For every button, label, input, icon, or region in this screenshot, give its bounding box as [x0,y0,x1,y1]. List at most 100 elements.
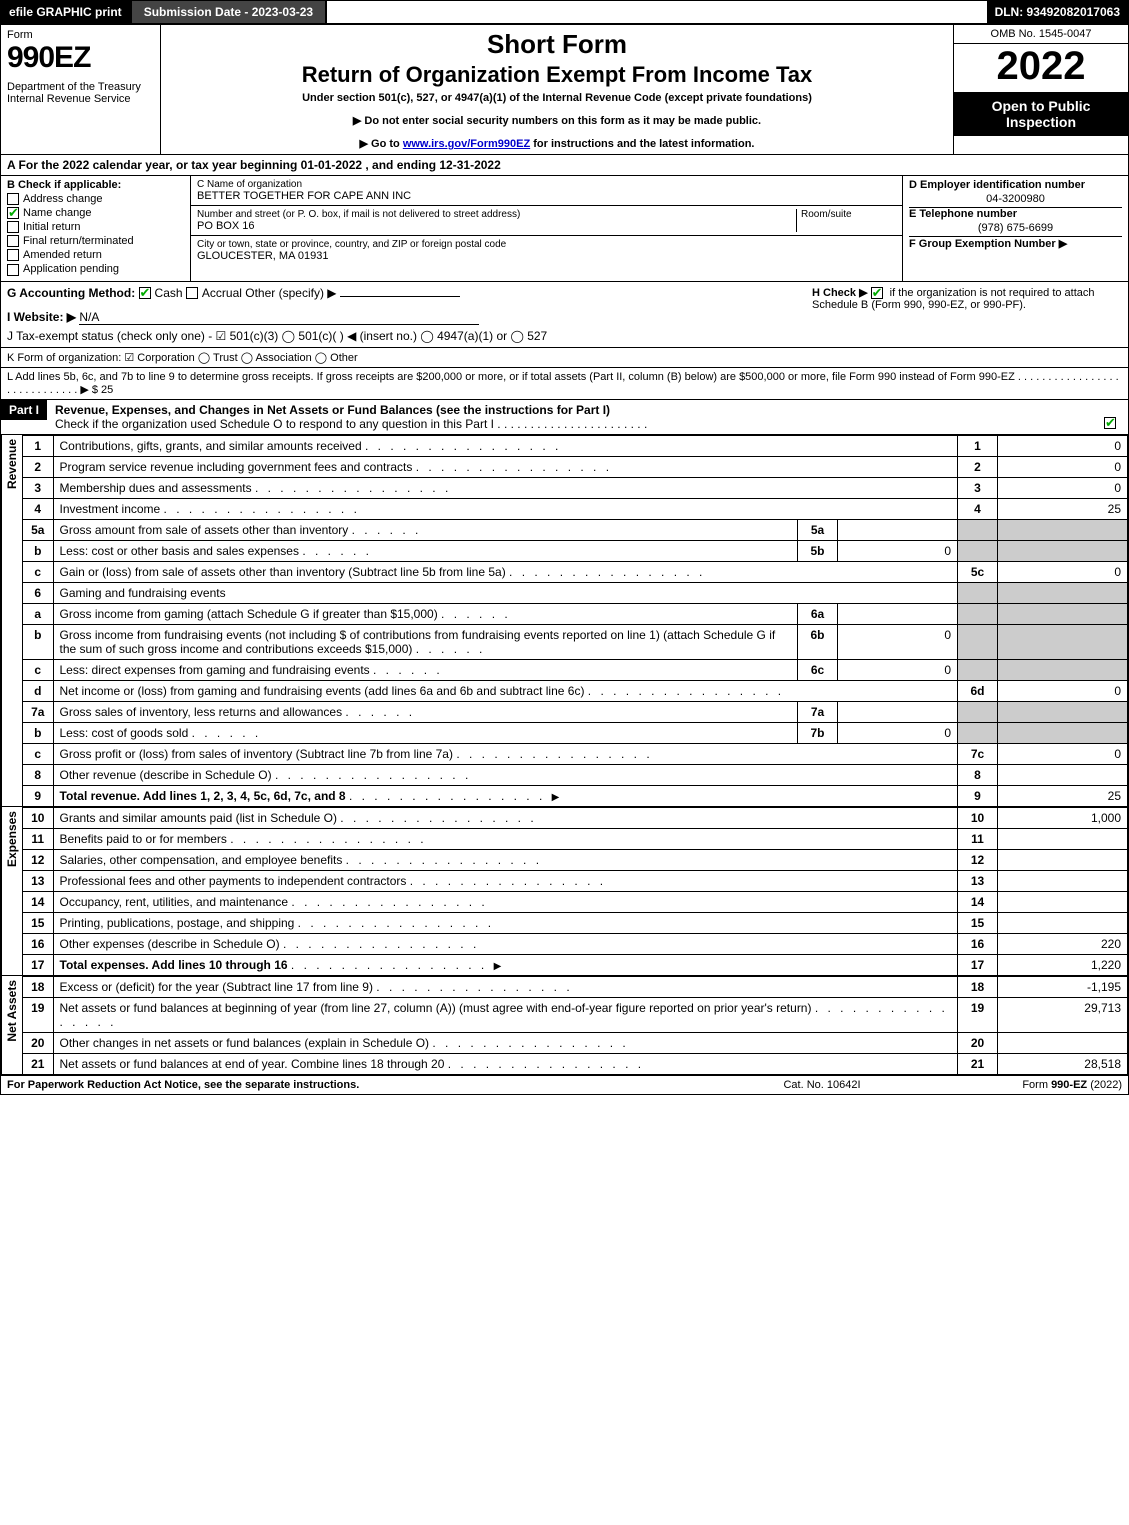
line-num: b [23,722,53,743]
part1-text: Revenue, Expenses, and Changes in Net As… [47,400,1128,434]
line-row: 8 Other revenue (describe in Schedule O)… [23,764,1128,785]
line-desc: Investment income . . . . . . . . . . . … [53,498,958,519]
line-desc: Gaming and fundraising events [53,582,958,603]
line-desc: Benefits paid to or for members . . . . … [53,828,958,849]
line-num: 18 [23,976,53,997]
val-gray [998,582,1128,603]
line-row: 16 Other expenses (describe in Schedule … [23,933,1128,954]
numcol-gray [958,540,998,561]
h-checkbox[interactable] [871,287,883,299]
line-num: 15 [23,912,53,933]
mini-num: 6a [798,603,838,624]
checkbox-option[interactable]: Application pending [7,263,184,275]
checkbox-option[interactable]: Initial return [7,221,184,233]
irs-link[interactable]: www.irs.gov/Form990EZ [403,138,530,150]
line-row: 13 Professional fees and other payments … [23,870,1128,891]
mini-num: 7b [798,722,838,743]
header: Form 990EZ Department of the Treasury In… [1,25,1128,155]
checkbox[interactable] [7,235,19,247]
line-desc: Occupancy, rent, utilities, and maintena… [53,891,958,912]
note2: ▶ Go to www.irs.gov/Form990EZ for instru… [169,137,945,150]
line-a: A For the 2022 calendar year, or tax yea… [1,155,1128,176]
other-input[interactable] [340,296,460,297]
f-label: F Group Exemption Number ▶ [909,237,1122,250]
numcol: 7c [958,743,998,764]
numcol: 15 [958,912,998,933]
line-desc: Contributions, gifts, grants, and simila… [53,435,958,456]
numcol: 20 [958,1032,998,1053]
checkbox-option[interactable]: Amended return [7,249,184,261]
netassets-label: Net Assets [1,976,23,1075]
submission-date: Submission Date - 2023-03-23 [130,1,327,23]
checkbox-option[interactable]: Address change [7,193,184,205]
line-num: c [23,659,53,680]
line-desc: Gross profit or (loss) from sales of inv… [53,743,958,764]
line-row: b Less: cost or other basis and sales ex… [23,540,1128,561]
mini-val: 0 [838,722,958,743]
checkbox[interactable] [7,193,19,205]
part1-checkbox[interactable] [1104,417,1116,429]
line-desc: Other revenue (describe in Schedule O) .… [53,764,958,785]
line-num: 2 [23,456,53,477]
numcol-gray [958,603,998,624]
col-d: D Employer identification number 04-3200… [903,176,1128,281]
checkbox-label: Initial return [23,221,80,233]
dept: Department of the Treasury Internal Reve… [7,81,154,105]
checkbox[interactable] [7,221,19,233]
omb: OMB No. 1545-0047 [954,25,1128,44]
spacer [327,1,986,23]
note2a: ▶ Go to [360,138,403,150]
line-val [998,764,1128,785]
checkbox[interactable] [7,264,19,276]
line-val: 25 [998,785,1128,806]
mini-val [838,603,958,624]
line-desc: Less: direct expenses from gaming and fu… [53,659,798,680]
line-row: c Gross profit or (loss) from sales of i… [23,743,1128,764]
mini-num: 5b [798,540,838,561]
checkbox-option[interactable]: Final return/terminated [7,235,184,247]
h-label: H Check ▶ [812,287,868,299]
line-val: 220 [998,933,1128,954]
netassets-section: Net Assets 18 Excess or (deficit) for th… [1,976,1128,1075]
line-row: 20 Other changes in net assets or fund b… [23,1032,1128,1053]
note1: ▶ Do not enter social security numbers o… [169,114,945,127]
numcol: 1 [958,435,998,456]
e-label: E Telephone number [909,208,1122,220]
line-num: 13 [23,870,53,891]
footer: For Paperwork Reduction Act Notice, see … [1,1075,1128,1094]
line-val: 0 [998,680,1128,701]
line-row: 5a Gross amount from sale of assets othe… [23,519,1128,540]
line-num: 9 [23,785,53,806]
mini-num: 5a [798,519,838,540]
numcol: 3 [958,477,998,498]
line-row: 21 Net assets or fund balances at end of… [23,1053,1128,1074]
numcol: 17 [958,954,998,975]
e-value: (978) 675-6699 [909,220,1122,237]
cash-checkbox[interactable] [139,287,151,299]
checkbox-option[interactable]: Name change [7,207,184,219]
header-center: Short Form Return of Organization Exempt… [161,25,953,154]
col-c: C Name of organization BETTER TOGETHER F… [191,176,903,281]
section-g-h: G Accounting Method: Cash Accrual Other … [1,282,1128,348]
line-desc: Less: cost or other basis and sales expe… [53,540,798,561]
line-num: b [23,540,53,561]
line-val: 0 [998,477,1128,498]
numcol: 18 [958,976,998,997]
line-row: 1 Contributions, gifts, grants, and simi… [23,435,1128,456]
mini-num: 7a [798,701,838,722]
checkbox[interactable] [7,249,19,261]
line-val [998,849,1128,870]
efile-print[interactable]: efile GRAPHIC print [1,1,130,23]
numcol: 12 [958,849,998,870]
line-val: 28,518 [998,1053,1128,1074]
line-num: 5a [23,519,53,540]
val-gray [998,603,1128,624]
line-row: c Gain or (loss) from sale of assets oth… [23,561,1128,582]
checkbox[interactable] [7,207,19,219]
line-desc: Gross income from fundraising events (no… [53,624,798,659]
accrual-checkbox[interactable] [186,287,198,299]
line-val: 1,220 [998,954,1128,975]
line-row: 3 Membership dues and assessments . . . … [23,477,1128,498]
c-name-row: C Name of organization BETTER TOGETHER F… [191,176,902,206]
val-gray [998,540,1128,561]
